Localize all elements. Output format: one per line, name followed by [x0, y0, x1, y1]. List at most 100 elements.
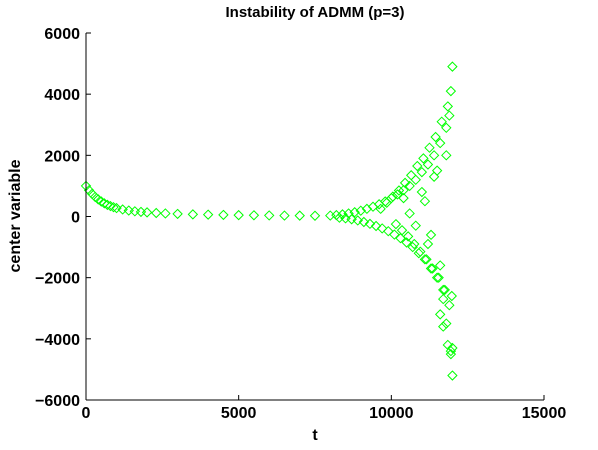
data-point: [416, 166, 428, 178]
data-point: [160, 208, 171, 219]
data-point: [129, 206, 141, 217]
data-point: [413, 247, 425, 259]
data-point: [386, 192, 397, 204]
data-point: [187, 209, 199, 220]
data-point: [393, 185, 405, 196]
data-point: [381, 197, 392, 208]
data-point: [438, 293, 449, 305]
data-point: [441, 150, 452, 161]
data-point: [418, 153, 429, 164]
data-point: [431, 272, 443, 283]
y-tick-label: −4000: [35, 332, 80, 349]
data-point: [410, 174, 421, 186]
y-tick-label: 4000: [44, 87, 80, 104]
data-point: [398, 184, 409, 196]
data-point: [401, 237, 412, 248]
chart-title: Instability of ADMM (p=3): [225, 4, 404, 21]
data-point: [86, 188, 98, 200]
data-point: [248, 210, 260, 221]
data-point: [425, 229, 437, 241]
data-point: [445, 345, 457, 357]
data-point: [218, 209, 229, 221]
data-point: [409, 238, 420, 250]
data-point: [419, 254, 431, 265]
data-point: [422, 238, 434, 250]
data-point: [387, 191, 399, 202]
x-tick-label: 0: [82, 405, 91, 422]
data-point: [434, 137, 446, 149]
y-tick-label: 0: [71, 210, 80, 227]
y-tick-label: 6000: [44, 26, 80, 43]
data-point: [358, 216, 370, 228]
data-point: [444, 299, 455, 311]
data-point: [380, 196, 391, 207]
data-point: [383, 225, 394, 237]
data-point: [442, 101, 454, 112]
data-point: [441, 122, 452, 134]
data-point: [340, 213, 351, 224]
data-point: [415, 246, 426, 257]
data-point: [431, 165, 443, 176]
data-point: [349, 207, 360, 218]
data-point: [93, 194, 104, 205]
x-axis-label: t: [312, 427, 318, 444]
data-points: [80, 61, 458, 381]
data-point: [447, 370, 458, 381]
data-point: [233, 209, 244, 221]
data-point: [361, 203, 373, 215]
x-tick-label: 10000: [369, 405, 414, 422]
data-point: [436, 116, 447, 127]
y-axis-ticks: 6000 4000 2000 0 −2000 −4000 −6000: [35, 26, 91, 410]
data-point: [416, 186, 428, 198]
data-point: [428, 171, 440, 182]
y-tick-label: 2000: [44, 148, 80, 165]
data-point: [427, 263, 438, 274]
x-tick-label: 15000: [522, 405, 567, 422]
data-point: [96, 196, 107, 207]
data-point: [172, 208, 183, 220]
data-point: [309, 210, 321, 221]
data-point: [410, 220, 421, 231]
data-point: [117, 204, 128, 215]
data-point: [404, 180, 415, 192]
data-point: [447, 342, 458, 354]
data-point: [279, 210, 290, 221]
data-point: [355, 205, 367, 216]
x-axis-ticks: 0 5000 10000 15000: [82, 395, 567, 422]
data-point: [421, 254, 432, 265]
data-point: [325, 210, 336, 221]
data-point: [135, 206, 147, 218]
data-point: [398, 192, 409, 204]
data-point: [402, 231, 414, 242]
data-point: [439, 284, 450, 296]
data-point: [444, 110, 455, 121]
data-point: [123, 205, 134, 216]
data-point: [447, 61, 458, 72]
data-point: [331, 209, 342, 221]
data-point: [334, 212, 345, 223]
data-point: [202, 209, 214, 220]
data-point: [424, 142, 435, 153]
data-point: [405, 170, 417, 181]
y-tick-label: −2000: [35, 271, 80, 288]
data-point: [294, 210, 305, 221]
data-point: [422, 159, 434, 170]
data-point: [412, 160, 423, 172]
data-point: [108, 201, 119, 213]
y-axis-label: center variable: [7, 159, 24, 272]
data-point: [375, 203, 386, 215]
data-point: [441, 318, 452, 329]
data-point: [407, 241, 418, 253]
data-point: [445, 85, 457, 97]
data-point: [151, 207, 162, 219]
data-point: [99, 198, 110, 209]
data-point: [389, 229, 400, 240]
data-point: [141, 207, 153, 218]
data-point: [370, 220, 382, 232]
data-point: [373, 199, 385, 210]
data-point: [376, 223, 388, 234]
data-point: [263, 210, 275, 221]
plot-area: [80, 33, 544, 401]
data-point: [433, 272, 444, 283]
